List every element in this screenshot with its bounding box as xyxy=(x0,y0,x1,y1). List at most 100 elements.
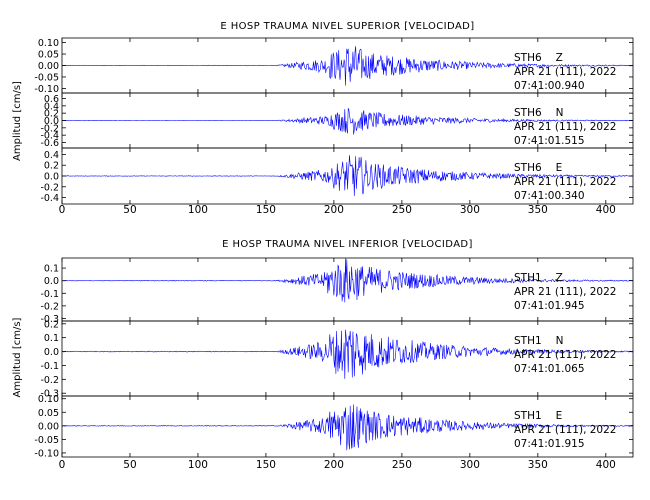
station-code: STH6 xyxy=(514,107,542,119)
chart-title: E HOSP TRAUMA NIVEL INFERIOR [VELOCIDAD] xyxy=(222,239,473,250)
component-code: Z xyxy=(556,52,563,64)
x-tick-label: 300 xyxy=(460,459,480,471)
x-tick-label: 300 xyxy=(460,204,480,216)
component-code: N xyxy=(556,107,564,119)
trace-date-label: APR 21 (111), 2022 xyxy=(514,424,616,436)
component-code: E xyxy=(556,162,563,174)
y-tick-label: -0.2 xyxy=(40,301,59,312)
x-tick-label: 350 xyxy=(528,459,548,471)
y-axis-label: Amplitud [cm/s] xyxy=(12,317,23,397)
chart-group-2: E HOSP TRAUMA NIVEL INFERIOR [VELOCIDAD]… xyxy=(12,239,634,471)
y-tick-label: -0.05 xyxy=(34,72,59,83)
panel-sth1-n: 0.2 0.1 0.0 -0.1 -0.2 -0.3 STH1 N APR 21 (111), … xyxy=(40,319,634,400)
y-tick-label: 0.0 xyxy=(44,116,59,127)
trace-station-label: STH1 Z xyxy=(514,272,563,284)
x-tick-label: 0 xyxy=(59,204,66,216)
y-tick-label: 0.00 xyxy=(38,61,59,72)
y-tick-label: 0.0 xyxy=(44,276,59,287)
chart-group-1: E HOSP TRAUMA NIVEL SUPERIOR [VELOCIDAD]… xyxy=(12,21,634,216)
waveform-trace xyxy=(61,404,634,451)
panel-frame xyxy=(61,395,634,458)
y-tick-label: -0.4 xyxy=(40,193,59,204)
station-code: STH1 xyxy=(514,335,542,347)
y-tick-label: 0.1 xyxy=(44,264,59,275)
y-tick-label: -0.4 xyxy=(40,131,59,142)
trace-time-label: 07:41:01.945 xyxy=(514,300,585,312)
x-tick-label: 150 xyxy=(256,459,276,471)
x-tick-label: 250 xyxy=(392,459,412,471)
x-tick-label: 100 xyxy=(188,459,208,471)
trace-station-label: STH6 Z xyxy=(514,52,563,64)
y-tick-label: 0.0 xyxy=(44,172,59,183)
y-tick-label: 0.1 xyxy=(44,333,59,344)
x-tick-label: 200 xyxy=(324,459,344,471)
trace-date-label: APR 21 (111), 2022 xyxy=(514,66,616,78)
y-tick-label: 0.05 xyxy=(38,50,59,61)
waveform-trace xyxy=(61,46,634,86)
y-tick-label: 0.05 xyxy=(38,408,59,419)
trace-date-label: APR 21 (111), 2022 xyxy=(514,349,616,361)
y-tick-label: -0.6 xyxy=(40,138,59,149)
y-tick-label: 0.4 xyxy=(44,150,59,161)
x-tick-label: 0 xyxy=(59,459,66,471)
y-tick-label: 0.0 xyxy=(44,347,59,358)
panel-sth6-n: 0.60.40.20.0-0.2-0.4-0.6 STH6 N APR 21 (111… xyxy=(40,92,634,149)
waveform-trace xyxy=(61,329,634,379)
waveform-trace xyxy=(61,155,634,197)
y-tick-label: -0.1 xyxy=(40,361,59,372)
trace-time-label: 07:41:00.340 xyxy=(514,190,585,202)
y-tick-label: -0.10 xyxy=(34,84,59,95)
panel-sth6-z: 0.100.050.00-0.05-0.10 STH6 Z APR 21 (111),… xyxy=(34,37,634,95)
trace-station-label: STH6 E xyxy=(514,162,562,174)
x-tick-label: 50 xyxy=(123,204,136,216)
station-code: STH6 xyxy=(514,162,542,174)
x-tick-label: 350 xyxy=(528,204,548,216)
y-tick-label: 0.2 xyxy=(44,161,59,172)
panel-sth1-z: 0.10.0 -0.1-0.2 -0.3 STH1 Z APR 21 (111), 202… xyxy=(40,257,634,325)
trace-station-label: STH1 N xyxy=(514,335,564,347)
y-tick-label: 0.2 xyxy=(44,319,59,330)
y-tick-label: -0.1 xyxy=(40,289,59,300)
trace-time-label: 07:41:00.940 xyxy=(514,80,585,92)
y-tick-label: -0.2 xyxy=(40,375,59,386)
y-tick-label: -0.2 xyxy=(40,182,59,193)
waveform-trace xyxy=(61,258,634,303)
x-tick-label: 50 xyxy=(123,459,136,471)
y-tick-label: -0.3 xyxy=(40,389,59,400)
x-tick-label: 100 xyxy=(188,204,208,216)
x-tick-label: 250 xyxy=(392,204,412,216)
trace-date-label: APR 21 (111), 2022 xyxy=(514,176,616,188)
x-tick-label: 400 xyxy=(596,204,616,216)
y-tick-label: 0.2 xyxy=(44,109,59,120)
y-tick-label: 0.6 xyxy=(44,94,59,105)
component-code: E xyxy=(556,410,563,422)
y-tick-label: -0.05 xyxy=(34,435,59,446)
trace-time-label: 07:41:01.915 xyxy=(514,438,585,450)
station-code: STH1 xyxy=(514,272,542,284)
x-tick-label: 400 xyxy=(596,459,616,471)
trace-time-label: 07:41:01.065 xyxy=(514,363,585,375)
component-code: Z xyxy=(556,272,563,284)
trace-station-label: STH6 N xyxy=(514,107,564,119)
y-tick-label: 0.4 xyxy=(44,101,59,112)
station-code: STH1 xyxy=(514,410,542,422)
y-tick-label: 0.10 xyxy=(38,38,59,49)
trace-date-label: APR 21 (111), 2022 xyxy=(514,121,616,133)
trace-date-label: APR 21 (111), 2022 xyxy=(514,286,616,298)
x-tick-label: 200 xyxy=(324,204,344,216)
chart-title: E HOSP TRAUMA NIVEL SUPERIOR [VELOCIDAD] xyxy=(220,21,474,32)
y-tick-label: -0.10 xyxy=(34,448,59,459)
waveform-trace xyxy=(62,108,634,135)
y-tick-label: 0.10 xyxy=(38,394,59,405)
y-axis-label: Amplitud [cm/s] xyxy=(12,81,23,161)
panel-sth6-e: 0.40.20.0-0.2-0.4 STH6 E APR 21 (111), 2022… xyxy=(40,147,634,205)
y-tick-label: 0.00 xyxy=(38,421,59,432)
x-tick-label: 150 xyxy=(256,204,276,216)
panel-sth1-e: 0.10 0.05 0.00 -0.05 -0.10 STH1 E APR 21 (111),… xyxy=(34,394,634,459)
station-code: STH6 xyxy=(514,52,542,64)
trace-time-label: 07:41:01.515 xyxy=(514,135,585,147)
y-tick-label: -0.2 xyxy=(40,123,59,134)
y-tick-label: -0.3 xyxy=(40,314,59,325)
component-code: N xyxy=(556,335,564,347)
